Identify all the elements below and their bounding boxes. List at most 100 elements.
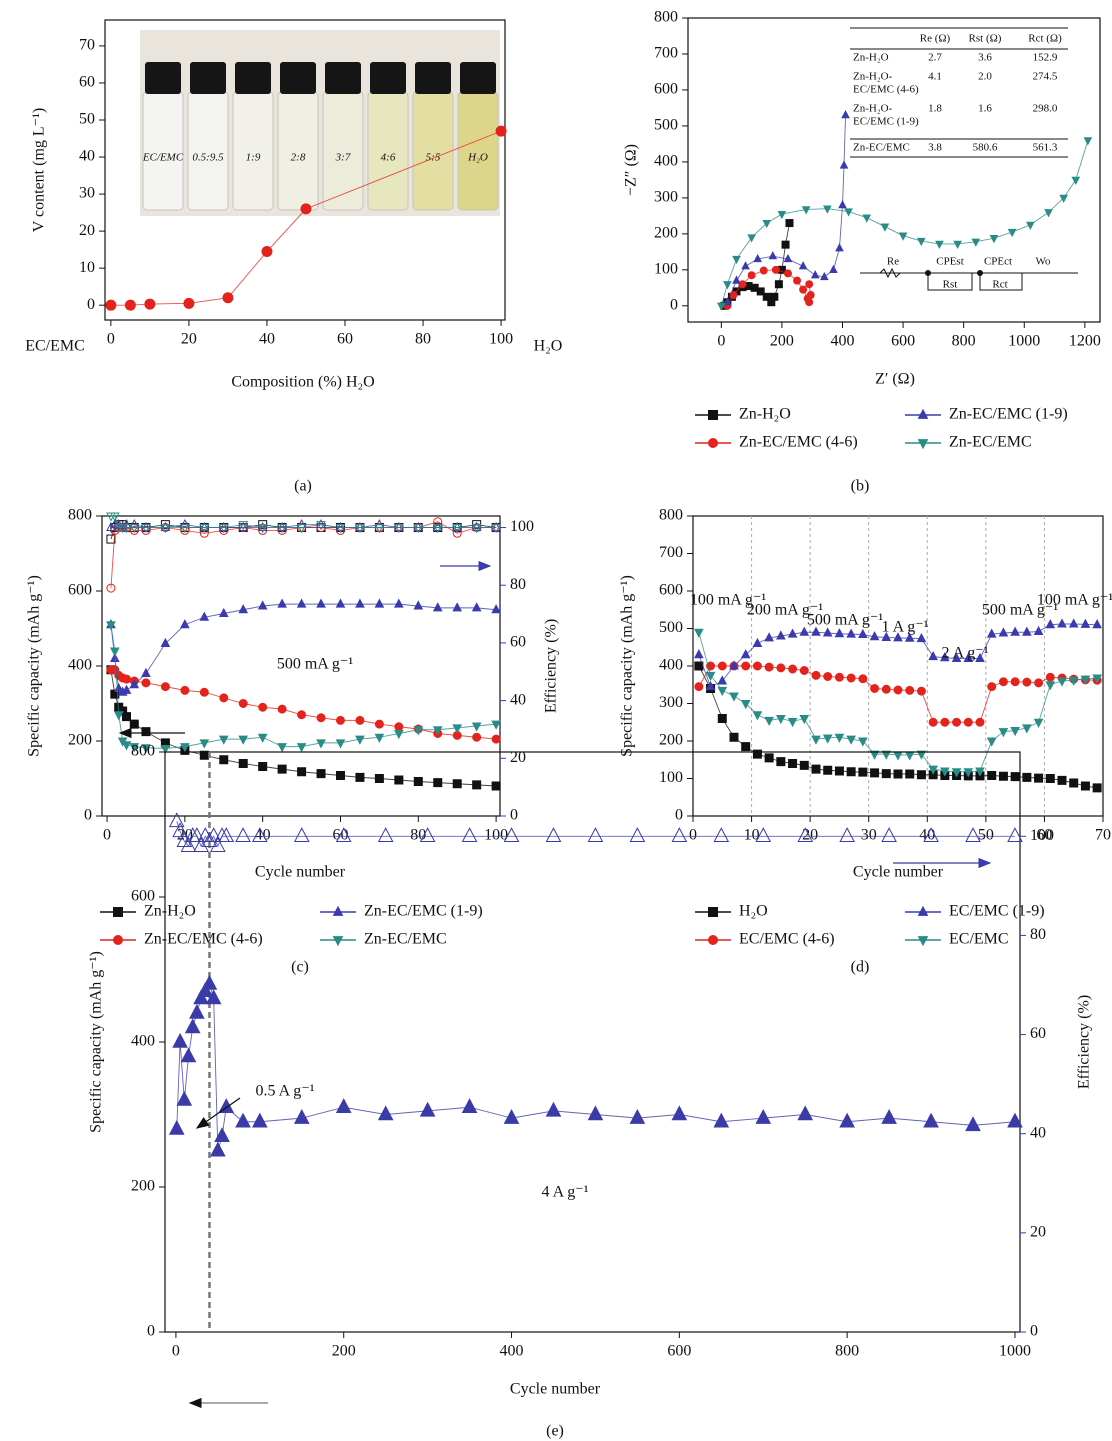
annotation: 200 mA g⁻¹ xyxy=(747,602,824,619)
marker xyxy=(881,750,892,760)
marker xyxy=(904,751,915,761)
marker xyxy=(235,1112,251,1128)
x-tick-label: 60 xyxy=(1036,827,1052,844)
y2-tick-label: 40 xyxy=(510,691,526,708)
marker xyxy=(904,632,915,642)
marker xyxy=(1007,228,1017,238)
y-tick-label: 800 xyxy=(131,743,155,760)
marker xyxy=(764,632,774,642)
marker xyxy=(1068,676,1079,686)
marker xyxy=(219,693,229,703)
marker xyxy=(1033,718,1044,728)
marker xyxy=(923,827,939,843)
marker xyxy=(121,741,132,751)
marker xyxy=(723,281,732,290)
table-cell: 1.8 xyxy=(928,103,942,115)
marker xyxy=(160,524,171,534)
marker xyxy=(189,827,205,843)
legend-marker xyxy=(917,408,929,419)
marker xyxy=(452,602,463,612)
marker xyxy=(1007,827,1023,843)
marker xyxy=(811,626,821,636)
marker xyxy=(257,524,268,534)
marker xyxy=(394,524,404,534)
legend-item: Zn-H₂O xyxy=(695,406,791,423)
x-tick-label: 400 xyxy=(500,1343,524,1360)
marker xyxy=(296,524,307,534)
marker xyxy=(1025,221,1035,230)
y-tick-label: 300 xyxy=(659,694,683,711)
marker xyxy=(205,989,222,1005)
marker xyxy=(238,521,249,531)
marker xyxy=(738,280,747,289)
marker xyxy=(471,722,482,732)
marker xyxy=(433,517,443,527)
annotation: EC/EMC xyxy=(25,338,85,355)
marker xyxy=(1045,774,1055,783)
marker xyxy=(472,732,482,742)
marker xyxy=(1068,618,1079,628)
y2-tick-label: 80 xyxy=(510,576,526,593)
marker xyxy=(394,730,404,740)
marker xyxy=(199,611,210,621)
marker xyxy=(257,733,268,743)
marker xyxy=(951,652,962,662)
marker xyxy=(316,769,326,779)
circuit-element xyxy=(879,267,901,279)
y2-tick-label: 20 xyxy=(1030,1224,1046,1241)
marker xyxy=(963,768,974,778)
marker xyxy=(741,261,750,270)
marker xyxy=(729,660,739,670)
marker xyxy=(277,521,287,532)
y-tick-label: 200 xyxy=(131,1178,155,1195)
x-tick-label: 200 xyxy=(770,333,794,350)
marker xyxy=(839,1112,855,1128)
marker xyxy=(783,253,793,263)
marker xyxy=(180,837,197,852)
marker xyxy=(355,772,365,782)
marker xyxy=(296,743,307,753)
x-axis-label: Z′ (Ω) xyxy=(875,371,915,388)
marker xyxy=(870,768,880,778)
table-header: Re (Ω) xyxy=(920,33,951,45)
legend-label: Zn-EC/EMC (1-9) xyxy=(364,903,483,920)
x-axis-label: Cycle number xyxy=(255,864,346,881)
marker xyxy=(129,743,140,753)
y-tick-label: 0 xyxy=(670,296,678,313)
vial-label: 4:6 xyxy=(381,152,396,164)
marker xyxy=(752,661,762,671)
marker xyxy=(986,737,997,747)
y-tick-label: 0 xyxy=(675,807,683,824)
plot-frame xyxy=(164,751,1021,1333)
marker xyxy=(210,1141,226,1157)
marker xyxy=(503,827,520,843)
legend-label: H₂O xyxy=(739,903,768,920)
marker xyxy=(822,734,833,744)
series-line xyxy=(110,603,497,693)
marker xyxy=(846,767,856,777)
x-tick-label: 400 xyxy=(831,333,855,350)
marker xyxy=(199,687,209,697)
marker xyxy=(740,700,751,710)
marker xyxy=(1092,783,1102,793)
x-tick-label: 60 xyxy=(337,331,353,348)
marker xyxy=(846,628,856,638)
marker xyxy=(199,524,210,534)
legend-label: EC/EMC (1-9) xyxy=(949,903,1045,920)
marker xyxy=(461,827,478,843)
marker xyxy=(293,1109,310,1124)
marker xyxy=(432,726,443,736)
marker xyxy=(834,672,844,682)
circuit-node xyxy=(977,270,983,276)
marker xyxy=(844,208,853,217)
marker xyxy=(1022,677,1032,687)
marker xyxy=(432,602,443,612)
marker xyxy=(214,1127,230,1142)
marker xyxy=(160,637,171,647)
marker xyxy=(806,291,815,300)
marker xyxy=(1010,626,1020,636)
marker xyxy=(989,235,999,244)
legend-label: EC/EMC (4-6) xyxy=(739,931,835,948)
x-tick-label: 0 xyxy=(689,827,697,844)
marker xyxy=(117,521,128,532)
